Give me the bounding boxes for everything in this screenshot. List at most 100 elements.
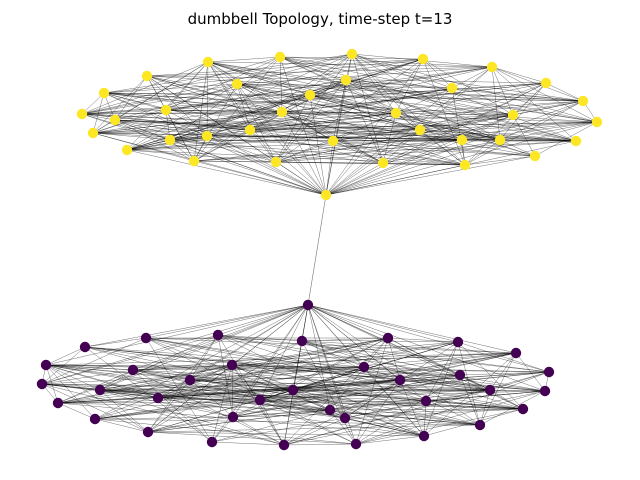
graph-edge	[309, 94, 421, 131]
lower-cluster-node	[539, 385, 551, 397]
graph-edge	[459, 374, 481, 426]
graph-edge	[146, 75, 283, 113]
graph-edge	[231, 304, 309, 366]
graph-edge	[103, 83, 238, 94]
graph-edge	[419, 114, 514, 131]
graph-edge	[301, 340, 461, 376]
graph-edge	[275, 161, 466, 166]
graph-edge	[344, 417, 481, 426]
graph-edge	[232, 416, 285, 446]
upper-cluster-node	[141, 70, 153, 82]
upper-cluster-node	[121, 144, 133, 156]
upper-cluster-node	[446, 82, 458, 94]
graph-edge	[146, 66, 493, 77]
graph-edge	[132, 369, 213, 443]
graph-edge	[499, 139, 536, 157]
graph-edge	[451, 87, 584, 102]
graph-edge	[207, 61, 514, 116]
graph-edge	[193, 83, 238, 162]
graph-edge	[491, 66, 501, 141]
graph-edge	[279, 56, 584, 102]
graph-edge	[325, 139, 501, 196]
graph-edge	[423, 352, 517, 437]
graph-edge	[512, 100, 584, 116]
lower-cluster-node	[420, 395, 432, 407]
graph-edge	[325, 114, 514, 196]
graph-edge	[351, 53, 501, 141]
graph-edge	[217, 334, 303, 342]
lower-cluster-node	[212, 329, 224, 341]
upper-cluster-node	[76, 108, 88, 120]
upper-cluster-node	[202, 56, 214, 68]
lower-cluster-node	[226, 359, 238, 371]
graph-edge	[259, 389, 491, 401]
graph-edge	[325, 140, 577, 196]
graph-edge	[309, 66, 493, 96]
graph-edge	[479, 390, 546, 426]
upper-cluster-node	[529, 150, 541, 162]
graph-edge	[189, 334, 219, 381]
graph-edge	[422, 58, 453, 89]
graph-edge	[499, 82, 547, 141]
graph-edge	[355, 390, 546, 445]
graph-edge	[99, 389, 285, 446]
upper-cluster-node	[377, 157, 389, 169]
graph-edge	[206, 58, 424, 137]
graph-edge	[236, 83, 327, 196]
graph-edge	[345, 79, 598, 123]
graph-edge	[329, 374, 461, 411]
upper-cluster-node	[109, 114, 121, 126]
graph-edge	[57, 402, 425, 437]
graph-edge	[275, 53, 353, 163]
graph-edge	[259, 352, 517, 401]
graph-edge	[309, 94, 397, 114]
graph-edge	[94, 337, 389, 420]
graph-edge	[491, 66, 577, 142]
graph-edge	[45, 304, 309, 366]
graph-edge	[103, 92, 208, 137]
graph-edge	[489, 389, 524, 410]
graph-edge	[189, 379, 491, 391]
graph-edge	[169, 139, 327, 196]
graph-edge	[309, 94, 501, 141]
graph-edge	[457, 341, 481, 426]
graph-edge	[355, 337, 389, 445]
graph-edge	[329, 409, 357, 445]
graph-edge	[387, 337, 401, 381]
graph-edge	[345, 58, 424, 81]
graph-edge	[279, 56, 577, 142]
graph-edge	[165, 56, 281, 111]
graph-edge	[99, 389, 149, 433]
graph-edge	[332, 140, 536, 157]
graph-edge	[325, 87, 453, 196]
graph-edge	[126, 94, 311, 151]
graph-edge	[309, 94, 327, 196]
lower-cluster-node	[227, 411, 239, 423]
graph-edge	[147, 340, 303, 433]
graph-edge	[355, 371, 550, 445]
graph-edge	[301, 337, 389, 342]
graph-edge	[157, 337, 389, 399]
graph-edge	[489, 352, 517, 391]
graph-edge	[419, 82, 547, 131]
graph-edge	[193, 61, 209, 162]
graph-edge	[99, 389, 524, 410]
graph-edge	[545, 82, 584, 102]
upper-cluster-node	[346, 48, 358, 60]
graph-edge	[169, 100, 584, 141]
lower-cluster-node	[394, 374, 406, 386]
graph-edge	[325, 129, 421, 196]
graph-edge	[325, 121, 598, 196]
graph-edge	[309, 94, 584, 102]
graph-edge	[217, 334, 234, 418]
graph-edge	[81, 112, 397, 115]
upper-cluster-node	[570, 135, 582, 147]
graph-edge	[283, 417, 346, 446]
graph-edge	[45, 346, 86, 366]
graph-edge	[395, 58, 424, 114]
graph-edge	[363, 366, 425, 437]
figure-title: dumbbell Topology, time-step t=13	[187, 10, 453, 28]
graph-edge	[231, 364, 425, 437]
graph-edge	[309, 79, 347, 96]
graph-edge	[491, 66, 547, 84]
